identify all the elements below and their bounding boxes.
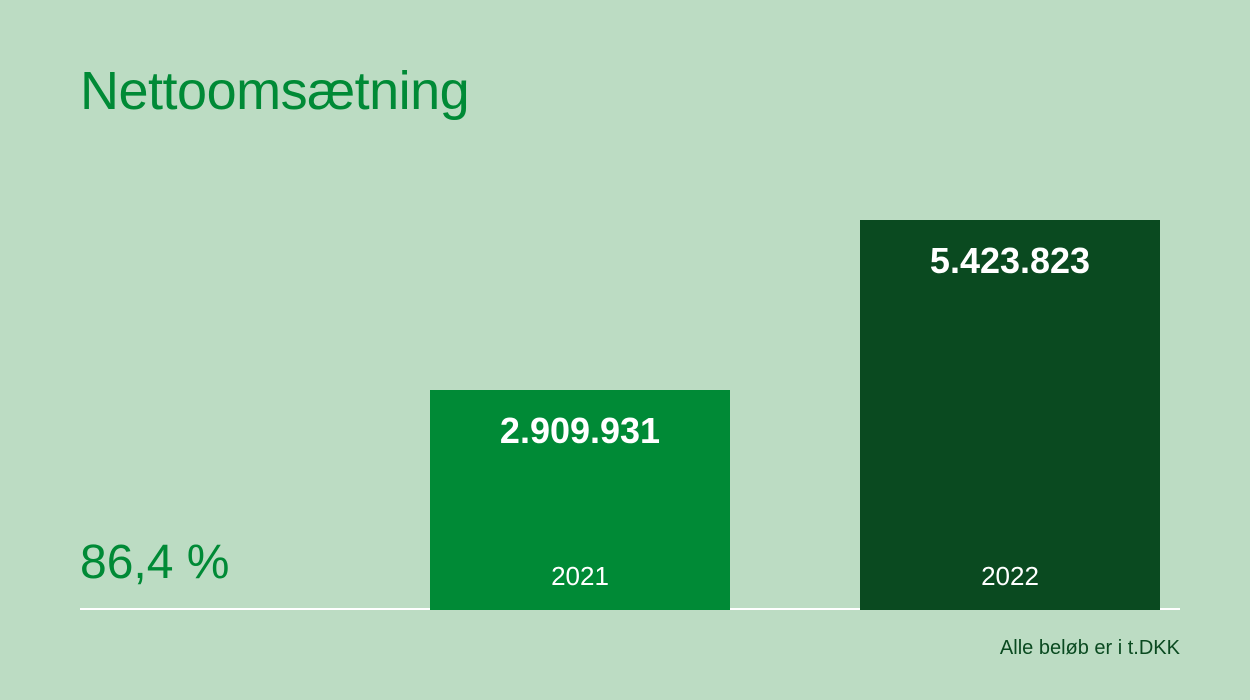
bar-value-label: 2.909.931 (430, 410, 730, 452)
chart-title: Nettoomsætning (80, 60, 469, 122)
bar-value-label: 5.423.823 (860, 240, 1160, 282)
bar-year-label: 2021 (430, 561, 730, 592)
bar-chart: 2.909.931 2021 5.423.823 2022 (80, 190, 1180, 610)
bar-year-label: 2022 (860, 561, 1160, 592)
chart-footnote: Alle beløb er i t.DKK (1000, 637, 1180, 660)
bar-2022: 5.423.823 2022 (860, 220, 1160, 610)
bar-2021: 2.909.931 2021 (430, 390, 730, 610)
